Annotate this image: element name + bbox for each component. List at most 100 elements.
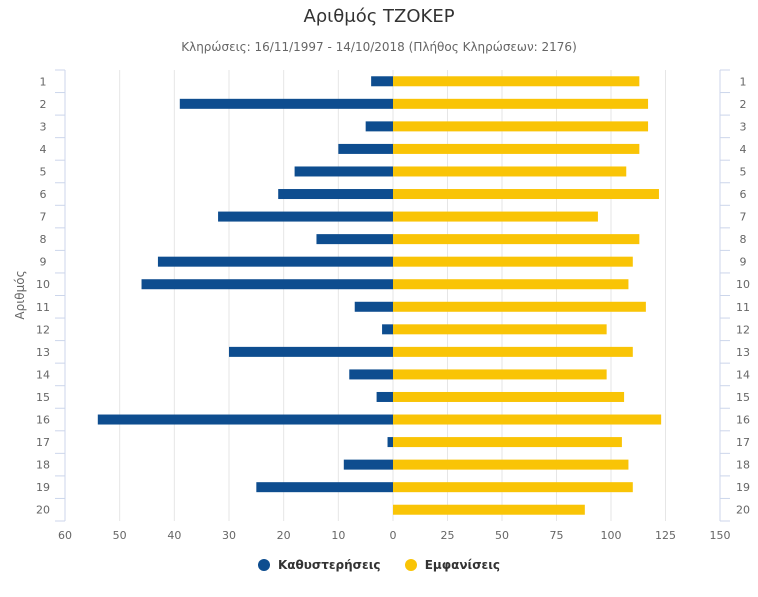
- y-tick-label-right: 11: [736, 301, 750, 314]
- bar-delays-2: [179, 98, 393, 109]
- bar-delays-19: [256, 482, 393, 493]
- bar-delays-9: [157, 256, 393, 267]
- bar-appearances-17: [393, 437, 622, 448]
- y-tick-label-left: 15: [36, 391, 50, 404]
- legend-item-delays[interactable]: Καθυστερήσεις: [257, 558, 381, 572]
- y-tick-label-right: 7: [740, 211, 747, 224]
- x-tick-label-right-100: 100: [601, 529, 622, 542]
- bar-delays-1: [371, 76, 393, 87]
- y-tick-label-left: 16: [36, 414, 50, 427]
- bar-appearances-5: [393, 166, 627, 177]
- chart-subtitle: Κληρώσεις: 16/11/1997 - 14/10/2018 (Πλήθ…: [181, 40, 577, 54]
- x-tick-label-right-150: 150: [710, 529, 731, 542]
- legend-item-appearances[interactable]: Εμφανίσεις: [404, 558, 501, 572]
- y-tick-label-left: 19: [36, 481, 50, 494]
- y-tick-label-right: 16: [736, 414, 750, 427]
- bar-delays-15: [376, 391, 393, 402]
- bar-appearances-8: [393, 234, 640, 245]
- bar-delays-10: [141, 279, 393, 290]
- y-tick-label-right: 3: [740, 120, 747, 133]
- bar-appearances-10: [393, 279, 629, 290]
- bar-appearances-9: [393, 256, 633, 267]
- bar-delays-14: [349, 369, 393, 380]
- y-tick-label-right: 6: [740, 188, 747, 201]
- y-tick-label-left: 7: [40, 211, 47, 224]
- legend-marker-delays: [257, 559, 270, 571]
- bar-delays-3: [365, 121, 393, 132]
- y-tick-label-right: 8: [740, 233, 747, 246]
- x-tick-label-right-125: 125: [655, 529, 676, 542]
- x-tick-label-right-50: 50: [495, 529, 509, 542]
- x-tick-label-left-60: 60: [58, 529, 72, 542]
- y-tick-label-left: 8: [40, 233, 47, 246]
- y-tick-label-left: 12: [36, 323, 50, 336]
- x-tick-label-left-0: 0: [390, 529, 397, 542]
- bar-delays-4: [338, 143, 393, 154]
- legend-label-delays: Καθυστερήσεις: [277, 558, 381, 572]
- y-tick-label-right: 13: [736, 346, 750, 359]
- y-tick-label-right: 12: [736, 323, 750, 336]
- bar-appearances-19: [393, 482, 633, 493]
- y-tick-label-left: 1: [40, 75, 47, 88]
- y-tick-label-left: 6: [40, 188, 47, 201]
- bar-delays-6: [278, 189, 393, 200]
- y-tick-label-left: 10: [36, 278, 50, 291]
- bar-appearances-2: [393, 98, 649, 109]
- bar-appearances-4: [393, 143, 640, 154]
- y-tick-label-left: 18: [36, 459, 50, 472]
- y-tick-label-right: 19: [736, 481, 750, 494]
- bar-delays-13: [229, 346, 393, 357]
- bar-delays-16: [97, 414, 394, 425]
- bar-appearances-3: [393, 121, 649, 132]
- y-tick-label-left: 5: [40, 165, 47, 178]
- y-tick-label-right: 2: [740, 98, 747, 111]
- bar-appearances-15: [393, 391, 625, 402]
- bar-delays-7: [218, 211, 393, 222]
- chart-title: Αριθμός ΤΖΟΚΕΡ: [303, 6, 455, 27]
- bar-appearances-7: [393, 211, 598, 222]
- y-tick-label-left: 2: [40, 98, 47, 111]
- bar-appearances-1: [393, 76, 640, 87]
- x-tick-label-left-30: 30: [222, 529, 236, 542]
- chart-legend: Καθυστερήσεις Εμφανίσεις: [0, 558, 758, 574]
- y-tick-label-left: 14: [36, 368, 50, 381]
- x-tick-label-left-10: 10: [331, 529, 345, 542]
- bar-appearances-6: [393, 189, 659, 200]
- y-tick-label-right: 14: [736, 368, 750, 381]
- y-tick-label-right: 4: [740, 143, 747, 156]
- y-tick-label-left: 3: [40, 120, 47, 133]
- bar-delays-17: [387, 437, 393, 448]
- x-tick-label-left-40: 40: [167, 529, 181, 542]
- y-axis-title: Αριθμός: [13, 270, 27, 319]
- bar-delays-18: [343, 459, 393, 470]
- y-tick-label-right: 17: [736, 436, 750, 449]
- bar-appearances-20: [393, 504, 585, 515]
- legend-marker-appearances: [404, 559, 417, 571]
- y-tick-label-right: 10: [736, 278, 750, 291]
- x-tick-label-left-50: 50: [113, 529, 127, 542]
- bar-delays-12: [382, 324, 393, 335]
- bar-appearances-12: [393, 324, 607, 335]
- y-tick-label-left: 13: [36, 346, 50, 359]
- y-tick-label-left: 11: [36, 301, 50, 314]
- y-tick-label-right: 18: [736, 459, 750, 472]
- y-tick-label-right: 9: [740, 256, 747, 269]
- bar-delays-11: [354, 301, 393, 312]
- bar-delays-5: [294, 166, 393, 177]
- bar-appearances-14: [393, 369, 607, 380]
- bar-appearances-18: [393, 459, 629, 470]
- y-tick-label-left: 9: [40, 256, 47, 269]
- bar-appearances-13: [393, 346, 633, 357]
- bar-appearances-11: [393, 301, 646, 312]
- x-tick-label-right-25: 25: [441, 529, 455, 542]
- y-tick-label-right: 1: [740, 75, 747, 88]
- legend-label-appearances: Εμφανίσεις: [424, 558, 501, 572]
- bar-delays-8: [316, 234, 393, 245]
- x-tick-label-left-20: 20: [277, 529, 291, 542]
- y-tick-label-right: 5: [740, 165, 747, 178]
- x-tick-label-right-75: 75: [550, 529, 564, 542]
- y-tick-label-right: 15: [736, 391, 750, 404]
- y-tick-label-right: 20: [736, 504, 750, 517]
- y-tick-label-left: 20: [36, 504, 50, 517]
